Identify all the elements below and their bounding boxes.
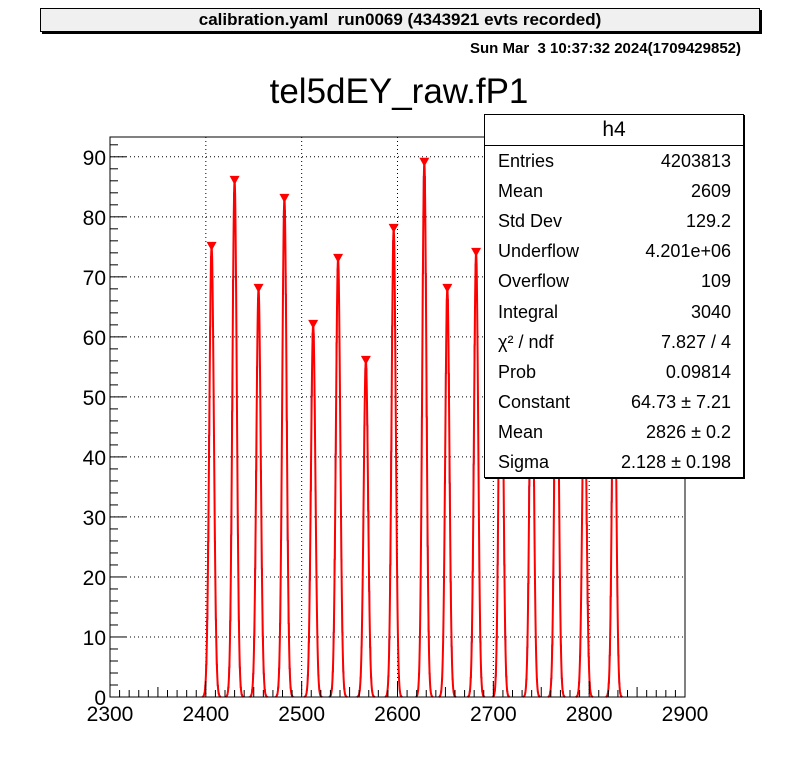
y-tick-label: 40 xyxy=(83,447,106,470)
stats-value: 3040 xyxy=(690,301,731,322)
y-tick-label: 20 xyxy=(83,567,106,590)
stats-title: h4 xyxy=(485,115,743,146)
stats-label: Mean xyxy=(498,422,544,443)
x-tick-label: 2600 xyxy=(374,703,421,726)
stats-value: 129.2 xyxy=(685,210,731,231)
timestamp: Sun Mar 3 10:37:32 2024(1709429852) xyxy=(469,40,741,57)
stats-row: Entries 4203813 xyxy=(485,146,743,176)
y-tick-label: 90 xyxy=(83,147,106,170)
peak-marker xyxy=(388,223,399,233)
peak-marker xyxy=(360,355,371,365)
stats-label: Overflow xyxy=(498,271,570,292)
stats-label: Sigma xyxy=(498,452,550,473)
stats-row: Mean 2609 xyxy=(485,176,743,206)
stats-row: Mean 2826 ± 0.2 xyxy=(485,418,743,448)
stats-row: Integral 3040 xyxy=(485,297,743,327)
peak-marker xyxy=(308,319,319,329)
stats-label: Constant xyxy=(498,392,571,413)
x-tick-label: 2800 xyxy=(566,703,613,726)
histogram-title: tel5dEY_raw.fP1 xyxy=(269,72,529,111)
x-tick-label: 2400 xyxy=(182,703,229,726)
stats-label: Integral xyxy=(498,301,559,322)
peak-marker xyxy=(229,175,240,185)
y-tick-label: 10 xyxy=(83,627,106,650)
stats-row: Underflow 4.201e+06 xyxy=(485,237,743,267)
stats-value: 64.73 ± 7.21 xyxy=(631,392,731,413)
stats-row: Std Dev 129.2 xyxy=(485,206,743,236)
stats-value: 4203813 xyxy=(660,150,731,171)
peak-marker xyxy=(253,283,264,293)
y-tick-label: 70 xyxy=(83,267,106,290)
y-tick-label: 50 xyxy=(83,387,106,410)
stats-label: Entries xyxy=(498,150,555,171)
stats-row: χ² / ndf 7.827 / 4 xyxy=(485,327,743,357)
x-tick-label: 2300 xyxy=(87,703,134,726)
stats-label: Prob xyxy=(498,361,537,382)
stats-value: 2826 ± 0.2 xyxy=(646,422,731,443)
stats-value: 7.827 / 4 xyxy=(660,331,731,352)
stats-label: Underflow xyxy=(498,241,580,262)
peak-marker xyxy=(333,253,344,263)
stats-value: 0.09814 xyxy=(665,361,731,382)
peak-marker xyxy=(279,193,290,203)
stats-label: χ² / ndf xyxy=(498,331,554,352)
peak-marker xyxy=(206,241,217,251)
stats-row: Constant 64.73 ± 7.21 xyxy=(485,388,743,418)
y-tick-label: 60 xyxy=(83,327,106,350)
stats-row: Sigma 2.128 ± 0.198 xyxy=(485,448,743,478)
y-tick-label: 80 xyxy=(83,207,106,230)
stats-value: 4.201e+06 xyxy=(645,241,731,262)
x-tick-label: 2900 xyxy=(662,703,709,726)
stats-label: Mean xyxy=(498,180,544,201)
peak-marker xyxy=(442,283,453,293)
stats-value: 109 xyxy=(700,271,731,292)
stats-box: h4 Entries 4203813 Mean 2609 Std Dev 129.2 Und… xyxy=(484,114,744,478)
y-tick-label: 0 xyxy=(94,687,106,710)
x-tick-label: 2500 xyxy=(278,703,325,726)
y-tick-label: 30 xyxy=(83,507,106,530)
peak-marker xyxy=(419,157,430,167)
stats-row: Overflow 109 xyxy=(485,267,743,297)
peak-marker xyxy=(471,247,482,257)
stats-value: 2.128 ± 0.198 xyxy=(621,452,731,473)
stats-label: Std Dev xyxy=(498,210,563,231)
x-tick-label: 2700 xyxy=(470,703,517,726)
stats-row: Prob 0.09814 xyxy=(485,357,743,387)
run-banner: calibration.yaml run0069 (4343921 evts r… xyxy=(40,8,760,32)
stats-value: 2609 xyxy=(690,180,731,201)
